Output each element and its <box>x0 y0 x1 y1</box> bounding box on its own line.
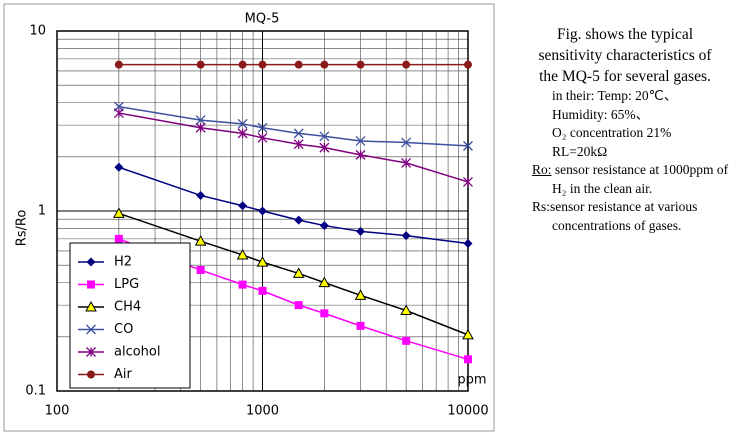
marker <box>195 122 206 133</box>
marker <box>256 256 269 267</box>
marker <box>464 355 472 364</box>
marker <box>237 118 248 129</box>
definition-text: sensor resistance at 1000ppm of <box>551 162 729 177</box>
marker <box>463 140 473 151</box>
legend-label: CH4 <box>114 300 141 315</box>
marker <box>87 280 95 289</box>
marker <box>401 231 411 241</box>
marker <box>355 135 366 146</box>
definition: Ro: sensor resistance at 1000ppm of <box>500 161 750 180</box>
marker <box>294 301 303 310</box>
x-unit-label: ppm <box>457 373 486 388</box>
marker <box>195 115 206 126</box>
marker <box>257 122 268 133</box>
x-tick-label: 10000 <box>447 404 488 419</box>
marker <box>114 234 123 243</box>
chart: MQ-5 Rs/Ro ppm 100 1000 10000 0.1 1 10 H2 LPG CH… <box>3 3 495 432</box>
caption-heading: Fig. shows the typical <box>556 26 694 43</box>
caption-heading: sensitivity characteristics of <box>538 47 712 64</box>
marker <box>319 142 330 153</box>
legend-box <box>69 242 191 389</box>
marker <box>356 226 366 236</box>
marker <box>464 60 472 69</box>
condition: RL=20kΩ <box>552 143 608 159</box>
x-tick-label: 100 <box>45 404 70 419</box>
marker <box>354 289 367 300</box>
marker <box>293 139 304 150</box>
marker <box>318 276 331 288</box>
marker <box>257 132 268 143</box>
marker <box>238 280 247 289</box>
marker <box>463 238 473 248</box>
y-tick-label: 0.1 <box>25 384 46 399</box>
marker <box>400 304 412 316</box>
marker <box>236 248 249 260</box>
definition-text: sensor resistance at various <box>550 199 698 214</box>
y-tick-label: 1 <box>38 204 46 219</box>
marker <box>258 60 267 69</box>
marker <box>294 215 304 225</box>
marker <box>294 60 303 69</box>
legend-label: LPG <box>114 277 139 292</box>
marker <box>258 286 267 295</box>
marker <box>356 321 365 330</box>
marker <box>85 300 97 312</box>
legend-label: Air <box>114 367 133 382</box>
marker <box>293 128 304 139</box>
marker <box>320 309 329 318</box>
marker <box>258 206 267 216</box>
marker <box>463 176 473 187</box>
chart-title: MQ-5 <box>245 12 280 27</box>
marker <box>401 157 412 168</box>
marker <box>86 347 96 357</box>
marker <box>319 221 329 231</box>
marker <box>196 60 205 69</box>
marker <box>114 60 123 69</box>
marker <box>196 190 206 200</box>
marker <box>194 235 207 246</box>
marker <box>87 370 95 379</box>
term: Ro: <box>532 162 552 177</box>
marker <box>292 267 305 278</box>
definition-text: H₂ in the clean air. <box>552 180 653 196</box>
y-tick-label: 10 <box>29 24 46 39</box>
condition: O₂ concentration 21% <box>552 125 672 140</box>
condition: in their: Temp: 20℃、 <box>552 88 678 103</box>
marker <box>401 137 412 148</box>
marker <box>114 162 124 172</box>
marker <box>237 128 248 139</box>
marker <box>320 60 329 69</box>
marker <box>86 257 96 267</box>
x-tick-label: 1000 <box>246 404 279 419</box>
marker <box>113 207 125 218</box>
marker <box>462 328 474 340</box>
marker <box>319 131 330 142</box>
legend-label: CO <box>114 322 133 337</box>
caption-heading: the MQ-5 for several gases. <box>539 68 711 85</box>
condition: Humidity: 65%、 <box>552 106 650 122</box>
definition: Rs:sensor resistance at various <box>500 198 750 217</box>
legend-label: H2 <box>114 255 132 270</box>
marker <box>238 201 248 211</box>
y-axis-label: Rs/Ro <box>15 210 30 247</box>
marker <box>238 60 247 69</box>
marker <box>355 149 366 160</box>
caption: Fig. shows the typical sensitivity chara… <box>500 24 750 235</box>
plot-area <box>56 30 469 392</box>
legend-label: alcohol <box>114 345 160 360</box>
marker <box>356 60 365 69</box>
marker <box>402 336 411 345</box>
marker <box>86 324 96 335</box>
marker <box>402 60 411 69</box>
definition-text: concentrations of gases. <box>552 217 682 233</box>
marker <box>113 108 124 119</box>
term: Rs: <box>532 199 551 214</box>
marker <box>196 266 205 275</box>
